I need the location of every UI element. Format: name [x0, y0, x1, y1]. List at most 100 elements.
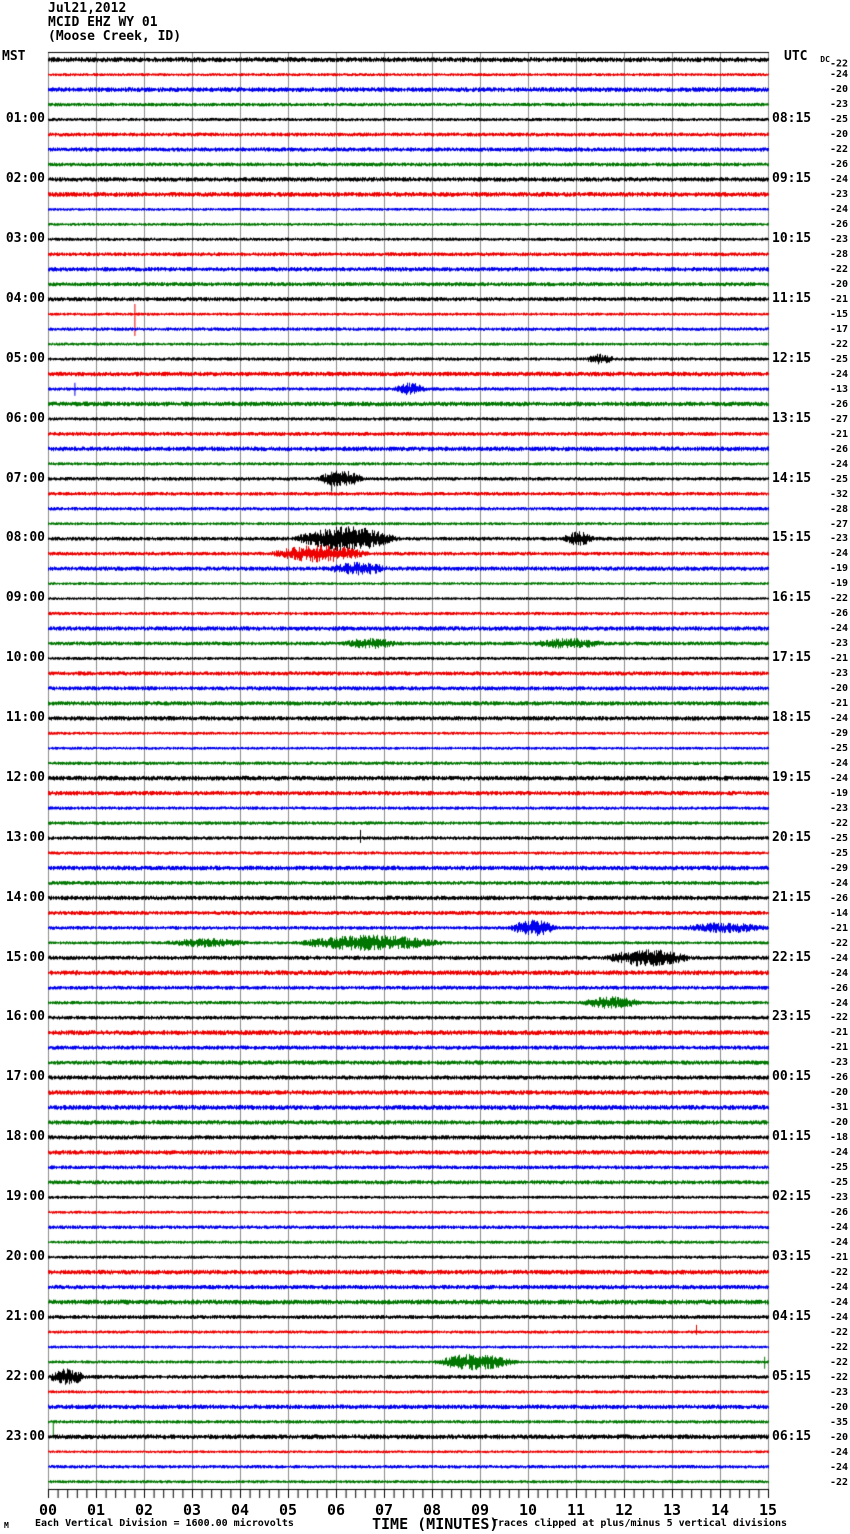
- time-axis-label: TIME (MINUTES): [372, 1515, 499, 1533]
- utc-hour-label: 22:15: [772, 950, 812, 965]
- dc-offset-value: -23: [829, 803, 848, 814]
- dc-offset-value: -24: [829, 758, 848, 769]
- dc-offset-value: -23: [829, 668, 848, 679]
- utc-hour-label: 03:15: [772, 1249, 812, 1264]
- dc-offset-value: -26: [829, 983, 848, 994]
- dc-offset-value: -21: [829, 429, 848, 440]
- utc-hour-label: 18:15: [772, 710, 812, 725]
- mst-hour-label: 17:00: [5, 1069, 45, 1084]
- dc-offset-value: -25: [829, 114, 848, 125]
- header: Jul21,2012 MCID EHZ WY 01 (Moose Creek, …: [48, 2, 181, 44]
- dc-offset-value: -25: [829, 354, 848, 365]
- minute-tick-label: 07: [374, 1501, 394, 1519]
- utc-hour-label: 14:15: [772, 471, 812, 486]
- dc-offset-value: -14: [829, 908, 848, 919]
- minute-tick-label: 00: [38, 1501, 58, 1519]
- utc-hour-label: 01:15: [772, 1129, 812, 1144]
- dc-offset-value: -21: [829, 1042, 848, 1053]
- mst-hour-label: 07:00: [5, 471, 45, 486]
- minute-tick-label: 13: [662, 1501, 682, 1519]
- mst-hour-label: 03:00: [5, 231, 45, 246]
- mst-hour-label: 09:00: [5, 590, 45, 605]
- dc-offset-value: DC-22: [820, 55, 848, 70]
- utc-hour-label: 20:15: [772, 830, 812, 845]
- dc-offset-value: -20: [829, 84, 848, 95]
- minute-tick-label: 02: [134, 1501, 154, 1519]
- dc-offset-value: -23: [829, 234, 848, 245]
- utc-hour-label: 08:15: [772, 111, 812, 126]
- dc-offset-value: -22: [829, 144, 848, 155]
- dc-offset-value: -15: [829, 309, 848, 320]
- dc-offset-value: -26: [829, 399, 848, 410]
- mst-hour-label: 01:00: [5, 111, 45, 126]
- dc-offset-value: -24: [829, 713, 848, 724]
- dc-offset-value: -26: [829, 159, 848, 170]
- dc-offset-value: -26: [829, 893, 848, 904]
- dc-offset-value: -24: [829, 968, 848, 979]
- dc-offset-value: -24: [829, 204, 848, 215]
- minute-tick-label: 15: [758, 1501, 778, 1519]
- dc-column-header: DC: [820, 55, 830, 64]
- dc-offset-value: -24: [829, 773, 848, 784]
- dc-offset-value: -25: [829, 848, 848, 859]
- utc-hour-label: 17:15: [772, 650, 812, 665]
- dc-offset-value: -21: [829, 294, 848, 305]
- mst-hour-label: 18:00: [5, 1129, 45, 1144]
- dc-offset-value: -22: [829, 1477, 848, 1488]
- mst-hour-label: 10:00: [5, 650, 45, 665]
- dc-offset-value: -24: [829, 1237, 848, 1248]
- dc-offset-value: -22: [829, 1342, 848, 1353]
- mst-hour-label: 22:00: [5, 1369, 45, 1384]
- dc-offset-value: -26: [829, 608, 848, 619]
- utc-hour-label: 09:15: [772, 171, 812, 186]
- dc-offset-value: -29: [829, 863, 848, 874]
- dc-offset-value: -22: [829, 1357, 848, 1368]
- mst-hour-label: 20:00: [5, 1249, 45, 1264]
- dc-offset-value: -28: [829, 504, 848, 515]
- dc-offset-value: -29: [829, 728, 848, 739]
- date-label: Jul21,2012: [48, 1, 127, 16]
- dc-offset-value: -27: [829, 414, 848, 425]
- utc-hour-label: 12:15: [772, 351, 812, 366]
- dc-offset-value: -23: [829, 533, 848, 544]
- dc-offset-value: -20: [829, 129, 848, 140]
- dc-offset-value: -31: [829, 1102, 848, 1113]
- dc-offset-value: -21: [829, 653, 848, 664]
- minute-tick-label: 06: [326, 1501, 346, 1519]
- dc-offset-value: -24: [829, 1282, 848, 1293]
- dc-offset-value: -20: [829, 279, 848, 290]
- scale-note: Each Vertical Division = 1600.00 microvo…: [35, 1518, 294, 1529]
- dc-offset-value: -22: [829, 1012, 848, 1023]
- mst-hour-label: 12:00: [5, 770, 45, 785]
- dc-offset-value: -24: [829, 1297, 848, 1308]
- mst-hour-label: 15:00: [5, 950, 45, 965]
- dc-offset-value: -18: [829, 1132, 848, 1143]
- dc-offset-value: -24: [829, 1147, 848, 1158]
- utc-hour-label: 13:15: [772, 411, 812, 426]
- clip-note: Traces clipped at plus/minus 5 vertical …: [492, 1518, 788, 1529]
- dc-offset-value: -23: [829, 1387, 848, 1398]
- minute-tick-label: 04: [230, 1501, 250, 1519]
- mst-hour-label: 13:00: [5, 830, 45, 845]
- minute-tick-label: 03: [182, 1501, 202, 1519]
- utc-hour-label: 15:15: [772, 530, 812, 545]
- dc-offset-value: -24: [829, 953, 848, 964]
- location-label: (Moose Creek, ID): [48, 29, 182, 44]
- dc-offset-value: -23: [829, 99, 848, 110]
- dc-offset-value: -24: [829, 69, 848, 80]
- utc-hour-label: 00:15: [772, 1069, 812, 1084]
- dc-offset-value: -23: [829, 638, 848, 649]
- dc-offset-value: -26: [829, 444, 848, 455]
- dc-offset-value: -22: [829, 264, 848, 275]
- mst-hour-label: 23:00: [5, 1429, 45, 1444]
- dc-offset-value: -22: [829, 593, 848, 604]
- mst-hour-label: 04:00: [5, 291, 45, 306]
- dc-offset-value: -19: [829, 788, 848, 799]
- utc-hour-label: 11:15: [772, 291, 812, 306]
- dc-offset-value: -23: [829, 189, 848, 200]
- dc-offset-value: -20: [829, 1432, 848, 1443]
- dc-offset-value: -22: [829, 1327, 848, 1338]
- utc-hour-label: 02:15: [772, 1189, 812, 1204]
- dc-offset-value: -13: [829, 384, 848, 395]
